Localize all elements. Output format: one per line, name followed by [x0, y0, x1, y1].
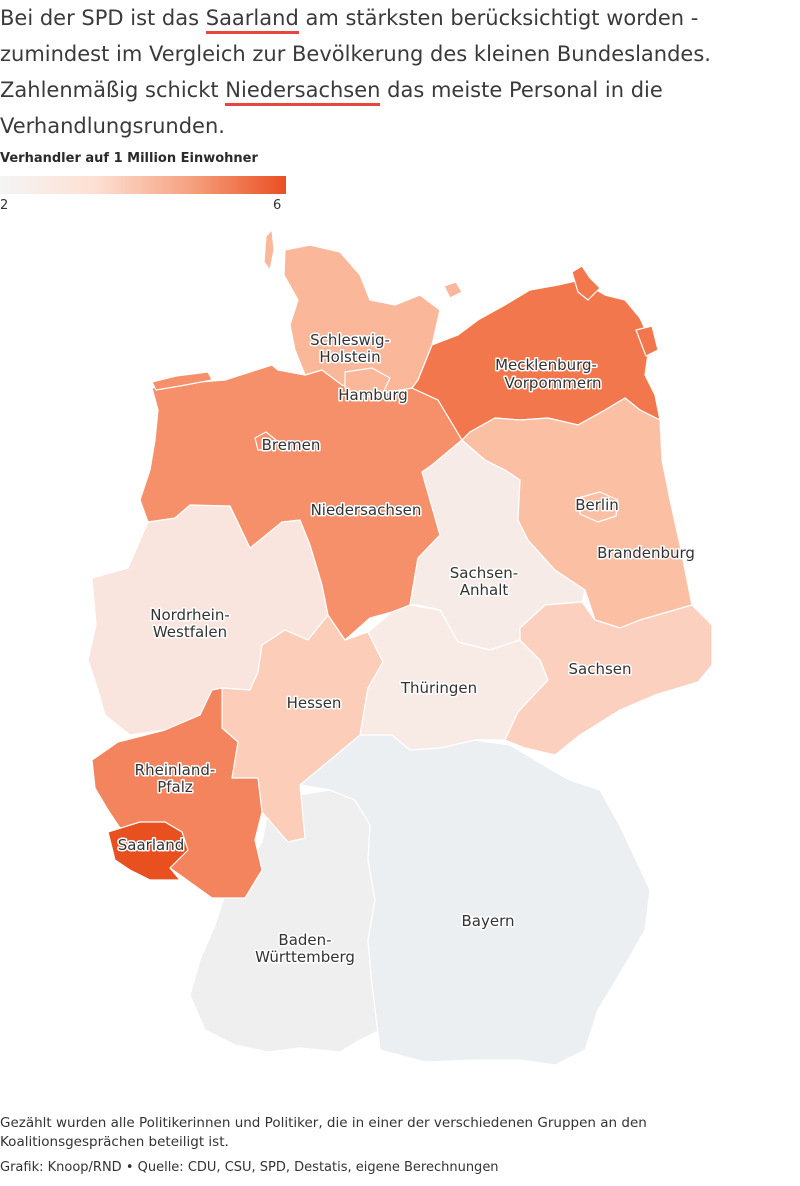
label-bremen: Bremen — [262, 436, 321, 454]
state-sachsen[interactable] — [504, 601, 713, 756]
island-east-frisian — [151, 371, 213, 391]
intro-text: Bei der SPD ist das Saarland am stärkste… — [0, 0, 790, 144]
intro-text-part-3: das meiste Personal in die Verhandlungsr… — [0, 78, 663, 138]
island-ruegen — [571, 265, 601, 301]
label-hamburg: Hamburg — [338, 386, 408, 404]
source-credits: Grafik: Knoop/RND • Quelle: CDU, CSU, SP… — [0, 1160, 499, 1175]
island-fehmarn — [443, 281, 463, 299]
label-sachsen-anhalt-2: Anhalt — [460, 581, 509, 599]
island-usedom — [635, 325, 659, 357]
legend-title: Verhandler auf 1 Million Einwohner — [0, 151, 258, 166]
state-labels: Schleswig- Holstein Hamburg Mecklenburg-… — [116, 330, 696, 968]
state-bremen[interactable] — [254, 431, 277, 451]
highlight-niedersachsen: Niedersachsen — [225, 78, 381, 106]
intro-text-part-2: am stärksten berücksichtigt worden - zum… — [0, 6, 711, 102]
legend-max-label: 6 — [273, 198, 282, 213]
label-schleswig-holstein-2: Holstein — [319, 348, 380, 366]
germany-choropleth-map: Schleswig- Holstein Hamburg Mecklenburg-… — [87, 229, 713, 1066]
label-bayern: Bayern — [462, 912, 515, 930]
state-saarland[interactable] — [107, 821, 189, 881]
label-saarland: Saarland — [118, 836, 184, 854]
label-baden-wuerttemberg-1: Baden- — [278, 931, 331, 949]
label-rheinland-pfalz-2: Pfalz — [157, 778, 193, 796]
label-niedersachsen: Niedersachsen — [311, 501, 422, 519]
label-mecklenburg-vorpommern-2: Vorpommern — [504, 374, 601, 392]
label-hessen: Hessen — [287, 694, 342, 712]
label-sachsen: Sachsen — [568, 660, 631, 678]
legend-min-label: 2 — [0, 198, 9, 213]
label-thueringen: Thüringen — [400, 679, 477, 697]
label-baden-wuerttemberg-2: Württemberg — [255, 948, 355, 966]
label-nordrhein-westfalen-2: Westfalen — [153, 623, 227, 641]
label-rheinland-pfalz-1: Rheinland- — [135, 761, 216, 779]
label-berlin: Berlin — [575, 496, 619, 514]
state-hamburg[interactable] — [344, 367, 391, 399]
state-berlin[interactable] — [577, 491, 619, 523]
label-brandenburg: Brandenburg — [597, 544, 695, 562]
state-brandenburg[interactable] — [461, 397, 693, 629]
intro-text-part-1: Bei der SPD ist das — [0, 6, 206, 30]
state-shapes — [87, 229, 713, 1066]
label-mecklenburg-vorpommern-1: Mecklenburg- — [495, 356, 597, 374]
highlight-saarland: Saarland — [205, 6, 299, 34]
label-schleswig-holstein-1: Schleswig- — [310, 331, 390, 349]
label-sachsen-anhalt-1: Sachsen- — [450, 564, 518, 582]
footnote: Gezählt wurden alle Politikerinnen und P… — [0, 1115, 647, 1150]
label-nordrhein-westfalen-1: Nordrhein- — [150, 606, 230, 624]
legend-color-scale — [0, 176, 286, 194]
island-sylt — [263, 229, 275, 271]
